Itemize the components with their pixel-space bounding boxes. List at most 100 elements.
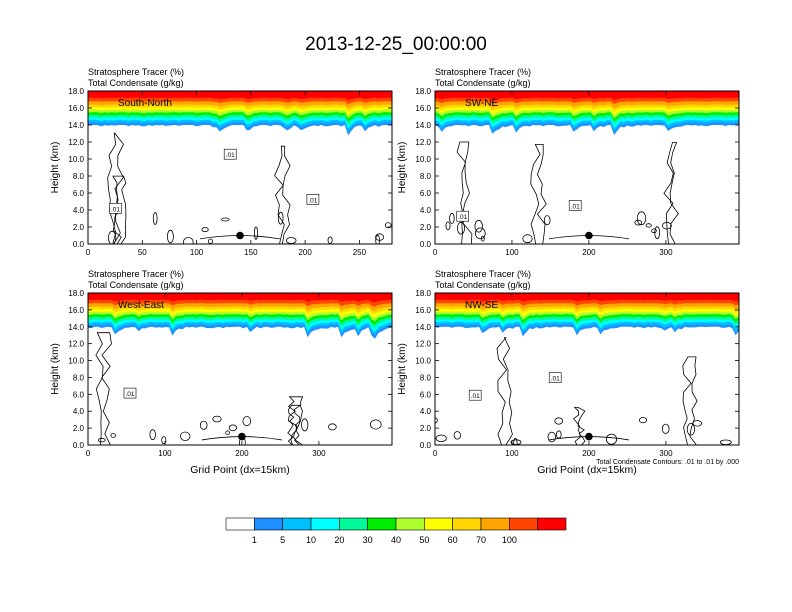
- contour-label: .01: [458, 214, 467, 221]
- contour-blob: [97, 437, 106, 443]
- y-tick-label: 4.0: [420, 206, 432, 215]
- condensate-contours: [95, 332, 382, 445]
- contour-blob: [634, 219, 643, 226]
- contour-blob: [645, 223, 652, 228]
- colorbar-label: 1: [252, 535, 257, 545]
- tracer-band: [88, 91, 392, 100]
- plot-area: .01 .01: [435, 293, 739, 445]
- contour-blob: [152, 212, 158, 225]
- contour-blob: [651, 228, 657, 234]
- contour-label-box: [223, 148, 237, 160]
- contour-blob: [661, 423, 670, 434]
- colorbar-label: 70: [476, 535, 486, 545]
- contour-label-box: [456, 210, 470, 222]
- contour-blob: [328, 423, 337, 431]
- contour-label: .01: [125, 391, 134, 398]
- y-tick-label: 0.0: [420, 441, 432, 450]
- location-marker: [238, 432, 246, 441]
- tracer-label: Stratosphere Tracer (%): [88, 67, 184, 77]
- y-tick-label: 2.0: [420, 223, 432, 232]
- y-tick-label: 6.0: [420, 189, 432, 198]
- colorbar-label: 20: [334, 535, 344, 545]
- contour-line: [663, 142, 679, 244]
- plot-area: .01 .01: [435, 91, 739, 244]
- colorbar-swatch: [367, 517, 397, 531]
- y-tick-label: 16.0: [415, 104, 431, 113]
- tracer-label: Stratosphere Tracer (%): [88, 269, 184, 279]
- colorbar-swatch: [452, 517, 482, 531]
- x-tick-label: 100: [505, 248, 519, 257]
- contour-label: .01: [551, 376, 560, 383]
- contour-line: [682, 356, 698, 445]
- contour-blob: [110, 433, 116, 438]
- y-tick-label: 6.0: [420, 390, 432, 399]
- tracer-label: Stratosphere Tracer (%): [435, 269, 531, 279]
- contour-blob: [384, 222, 392, 229]
- y-tick-label: 0.0: [73, 441, 85, 450]
- axes-frame: [87, 292, 393, 446]
- y-tick-label: 12.0: [415, 340, 431, 349]
- contour-line: [572, 407, 586, 445]
- y-tick-label: 10.0: [415, 357, 431, 366]
- y-tick-label: 8.0: [420, 172, 432, 181]
- colorbar-swatch: [282, 517, 312, 531]
- contour-blob: [547, 431, 556, 443]
- y-tick-label: 12.0: [415, 138, 431, 147]
- axes-frame: [87, 90, 393, 245]
- y-axis-label: Height (km): [397, 343, 408, 395]
- x-axis-label: Grid Point (dx=15km): [537, 464, 637, 476]
- contour-blob: [369, 419, 382, 430]
- contour-blob: [522, 234, 533, 244]
- x-tick-label: 100: [158, 449, 172, 458]
- y-tick-label: 12.0: [68, 138, 84, 147]
- y-tick-label: 16.0: [415, 306, 431, 315]
- y-tick-label: 10.0: [68, 155, 84, 164]
- contour-blob: [228, 424, 238, 432]
- contour-info: Total Condensate Contours: .01 to .01 by…: [596, 459, 739, 466]
- x-tick-label: 50: [138, 248, 147, 257]
- contour-blob: [692, 420, 703, 427]
- y-axis-label: Height (km): [50, 142, 61, 194]
- contour-label-box: [306, 194, 320, 205]
- contour-blob: [543, 215, 551, 226]
- contour-blob: [108, 230, 117, 244]
- panel-name: SW-NE: [465, 98, 498, 109]
- contour-blob: [277, 211, 284, 225]
- contour-blob: [474, 219, 483, 233]
- x-tick-label: 200: [235, 449, 249, 458]
- colorbar-label: 100: [502, 535, 517, 545]
- y-tick-label: 18.0: [68, 87, 84, 96]
- contour-blob: [161, 436, 167, 445]
- contour-label-box: [548, 372, 562, 383]
- contour-line: [287, 404, 303, 445]
- contour-label-box: [568, 200, 582, 211]
- contour-line: [95, 332, 112, 445]
- contour-blob: [554, 417, 563, 425]
- y-tick-label: 16.0: [68, 104, 84, 113]
- contour-line: [274, 145, 291, 244]
- panel-name: South-North: [118, 98, 172, 109]
- contour-blob: [474, 227, 486, 240]
- colorbar-swatch: [225, 517, 255, 531]
- contour-blob: [301, 418, 309, 432]
- colorbar-swatch: [537, 517, 567, 531]
- contour-blob: [201, 227, 209, 233]
- y-tick-label: 14.0: [415, 121, 431, 130]
- y-tick-label: 18.0: [415, 87, 431, 96]
- contour-label: .01: [111, 206, 120, 213]
- y-tick-label: 2.0: [73, 424, 85, 433]
- axes-frame: [434, 292, 740, 446]
- y-tick-label: 4.0: [420, 407, 432, 416]
- contour-label: .01: [226, 152, 235, 159]
- y-tick-label: 2.0: [420, 424, 432, 433]
- y-tick-label: 14.0: [415, 323, 431, 332]
- contour-blob: [456, 221, 465, 235]
- location-marker: [236, 231, 244, 240]
- colorbar-label: 40: [391, 535, 401, 545]
- contour-blob: [183, 237, 194, 244]
- condensate-label: Total Condensate (g/kg): [435, 280, 531, 290]
- colorbar-label: 50: [419, 535, 429, 545]
- colorbar: 1 5 10 20 30 40 50 60 70 100: [225, 517, 567, 545]
- colorbar-swatch: [310, 517, 340, 531]
